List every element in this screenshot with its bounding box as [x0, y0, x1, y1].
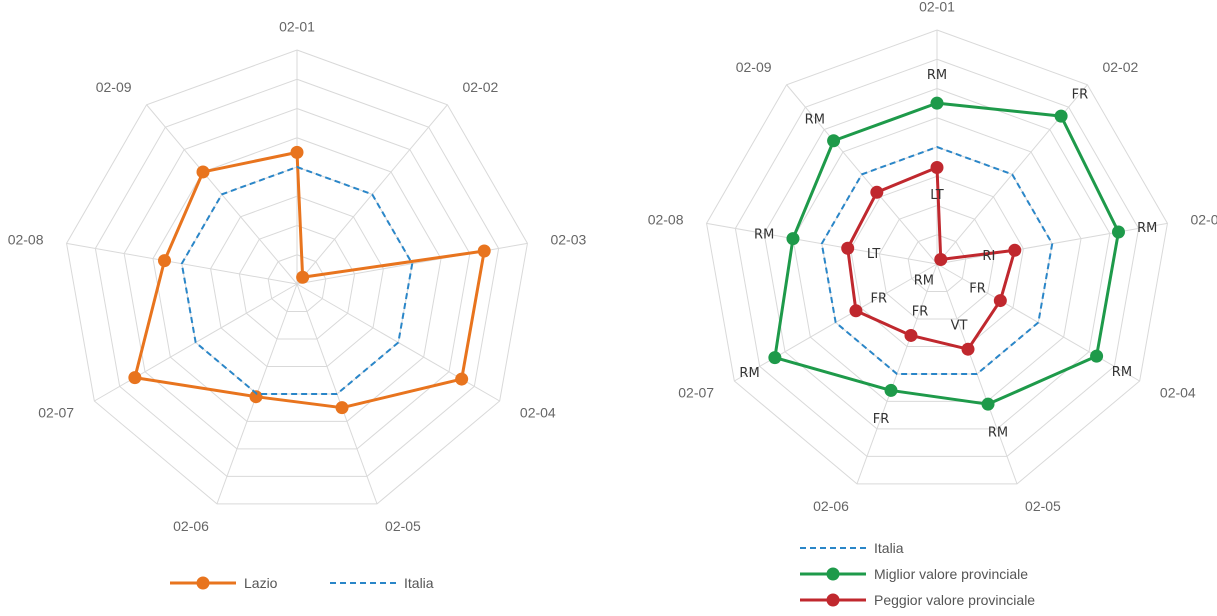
data-point [768, 351, 782, 365]
series-line-lazio [133, 150, 486, 410]
legend-marker [826, 593, 840, 607]
data-point [455, 372, 469, 386]
legend-label: Italia [404, 575, 434, 591]
axis-label-02-01: 02-01 [279, 19, 315, 35]
data-point [157, 254, 171, 268]
data-point [786, 232, 800, 246]
grid-ring [734, 58, 1140, 457]
grid-ring [763, 87, 1111, 430]
grid-ring [152, 137, 442, 422]
axis-label-02-06: 02-06 [813, 498, 849, 514]
grid-ring [850, 175, 1024, 347]
legend-marker [196, 576, 210, 590]
data-point [196, 165, 210, 179]
data-point [827, 134, 841, 148]
grid-ring [94, 78, 500, 477]
data-point [128, 371, 142, 385]
data-point [1111, 225, 1125, 239]
grid-ring [706, 29, 1168, 485]
province-label: RI [982, 249, 995, 264]
axis-label-02-07: 02-07 [38, 405, 74, 421]
data-point [993, 294, 1007, 308]
data-point [904, 328, 918, 342]
data-point [477, 244, 491, 258]
data-point [1008, 243, 1022, 257]
grid-ring [907, 234, 967, 292]
series-line-italia [180, 166, 414, 395]
axis-label-02-08: 02-08 [648, 211, 684, 227]
grid-ring [267, 254, 327, 312]
data-point [1054, 109, 1068, 123]
axis-label-02-09: 02-09 [736, 59, 772, 75]
grid-ring [123, 107, 471, 450]
axis-label-02-03: 02-03 [1190, 211, 1217, 227]
data-point [290, 145, 304, 159]
legend-marker [826, 567, 840, 581]
province-label: RM [927, 68, 947, 83]
radar-chart-1: 02-01 02-02 02-03 02-04 02-05 02-06 02-07 02-08… [8, 19, 587, 591]
province-label: FR [1072, 88, 1089, 103]
axis-label-02-04: 02-04 [520, 405, 556, 421]
province-label: LT [930, 188, 943, 203]
legend-label: Italia [874, 540, 904, 556]
province-label: FR [912, 305, 929, 320]
axis-label-02-09: 02-09 [96, 79, 132, 95]
axis-label-02-03: 02-03 [550, 231, 586, 247]
data-point [934, 253, 948, 267]
data-point [930, 96, 944, 110]
legend: Lazio Italia [170, 575, 434, 591]
province-label: RM [1137, 221, 1157, 236]
data-point [981, 397, 995, 411]
data-point [841, 241, 855, 255]
province-label: RM [988, 426, 1008, 441]
series-line-miglior-valore-provinciale [773, 101, 1120, 406]
axis-label-02-04: 02-04 [1160, 385, 1196, 401]
axis-label-02-06: 02-06 [173, 518, 209, 534]
axis-label-02-01: 02-01 [919, 0, 955, 15]
province-label: LT [867, 247, 880, 262]
province-label: VT [951, 318, 968, 333]
data-point [930, 160, 944, 174]
province-label: FR [873, 412, 890, 427]
province-label: RM [805, 112, 825, 127]
province-label: RM [914, 274, 934, 289]
axis-label-02-02: 02-02 [462, 79, 498, 95]
grid-ring [238, 224, 356, 340]
legend-label: Lazio [244, 575, 278, 591]
axis-label-02-05: 02-05 [1025, 498, 1061, 514]
series-line-peggior-valore-provinciale [846, 165, 1017, 351]
axis-label-02-05: 02-05 [385, 518, 421, 534]
province-label: FR [969, 281, 986, 296]
data-point [849, 304, 863, 318]
data-point [961, 342, 975, 356]
data-point [1090, 349, 1104, 363]
axis-label-02-07: 02-07 [678, 385, 714, 401]
grid-ring [878, 204, 996, 320]
legend-label: Miglior valore provinciale [874, 566, 1028, 582]
province-label: RM [1112, 365, 1132, 380]
grid-ring [210, 195, 384, 367]
legend: Italia Miglior valore provinciale Peggior … [800, 540, 1035, 608]
axis-label-02-02: 02-02 [1102, 59, 1138, 75]
grid-ring [66, 49, 528, 505]
province-label: FR [870, 292, 887, 307]
series-line-italia [820, 146, 1054, 375]
data-point [249, 390, 263, 404]
legend-label: Peggior valore provinciale [874, 592, 1035, 608]
data-point [296, 270, 310, 284]
data-point [335, 401, 349, 415]
data-point [870, 185, 884, 199]
data-point [884, 383, 898, 397]
grid-ring [792, 117, 1082, 402]
axis-label-02-08: 02-08 [8, 231, 44, 247]
radar-chart-2: 02-01 02-02 02-03 02-04 02-05 02-06 02-07 02-08… [648, 0, 1217, 608]
province-label: RM [754, 228, 774, 243]
province-label: RM [739, 366, 759, 381]
